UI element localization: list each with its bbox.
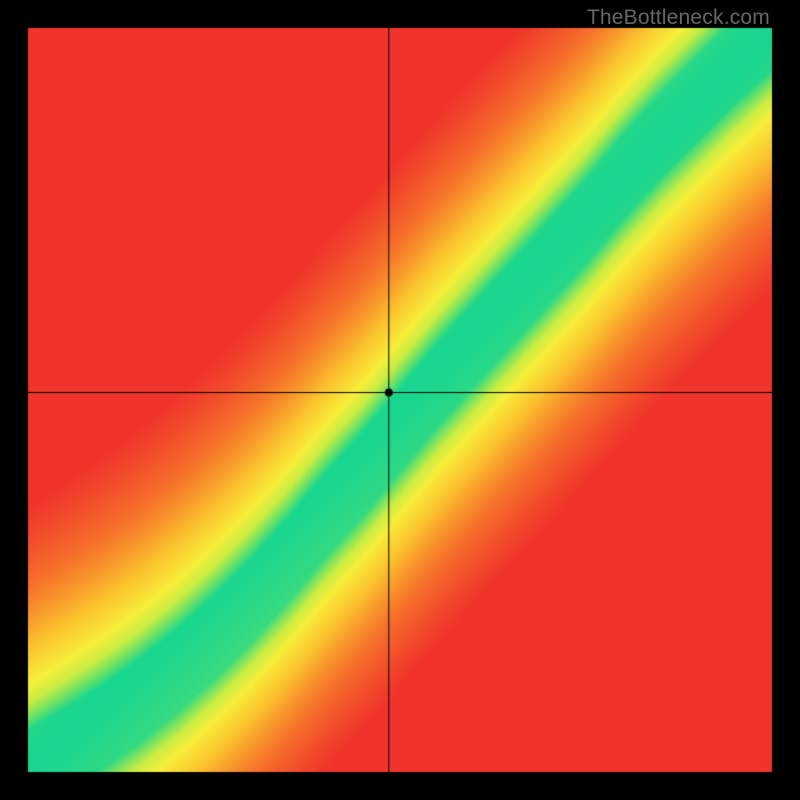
bottleneck-heatmap xyxy=(0,0,800,800)
chart-container: TheBottleneck.com xyxy=(0,0,800,800)
watermark-text: TheBottleneck.com xyxy=(587,6,770,30)
